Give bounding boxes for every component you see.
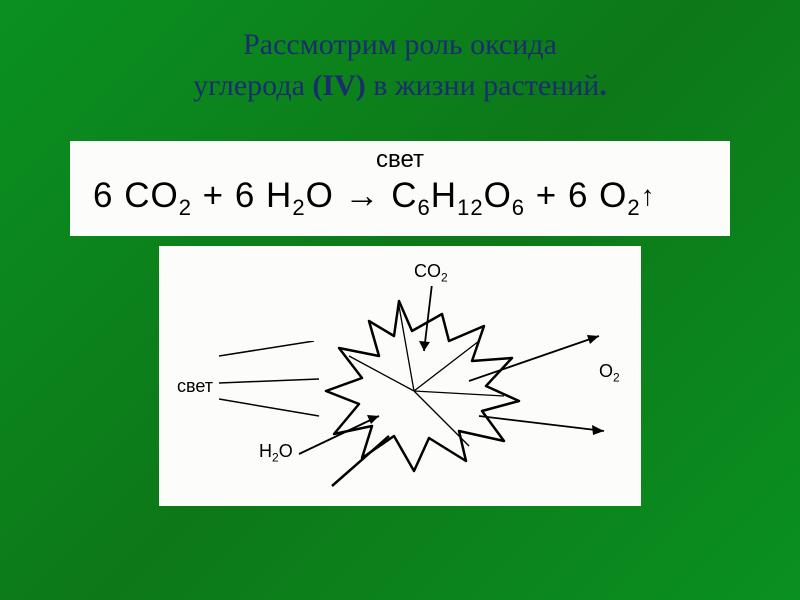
h2o-h: H xyxy=(266,176,292,215)
title-line2-prefix: углерода xyxy=(193,69,312,102)
title-punct: . xyxy=(599,69,607,102)
glucose-h: H xyxy=(431,176,457,215)
plus1: + xyxy=(192,176,235,215)
slide-title: Рассмотрим роль оксида углерода (IV) в ж… xyxy=(0,0,800,106)
h2o-sub-d: 2 xyxy=(272,451,279,465)
gas-arrow-icon: ↑ xyxy=(641,180,656,211)
glucose-sub2: 12 xyxy=(457,195,483,220)
co2-formula: СO xyxy=(124,176,179,215)
co2-text: CO xyxy=(414,261,441,281)
h2o-o: O xyxy=(306,176,334,215)
light-input-label: свет xyxy=(177,376,213,397)
h2o-h-d: H xyxy=(259,441,272,461)
plus2: + xyxy=(525,176,568,215)
light-condition-label: свет xyxy=(85,146,715,174)
h2o-o-d: O xyxy=(279,441,293,461)
o2-sub: 2 xyxy=(627,195,640,220)
title-line1: Рассмотрим роль оксида xyxy=(243,28,557,61)
leaf-icon xyxy=(294,286,634,506)
svet-text: свет xyxy=(177,376,213,396)
h2o-sub: 2 xyxy=(292,195,305,220)
co2-sub-d: 2 xyxy=(441,271,448,285)
co2-input-label: CO2 xyxy=(414,261,448,285)
coef-co2: 6 xyxy=(93,176,113,215)
glucose-sub3: 6 xyxy=(512,195,525,220)
leaf-diagram-panel: CO2 свет H2O O2 xyxy=(159,246,641,506)
photosynthesis-equation: 6 СO2 + 6 H2O → C6H12O6 + 6 O2↑ xyxy=(85,176,715,221)
reaction-arrow: → xyxy=(334,176,391,215)
co2-sub: 2 xyxy=(179,195,192,220)
equation-panel: свет 6 СO2 + 6 H2O → C6H12O6 + 6 O2↑ xyxy=(70,141,730,236)
coef-h2o: 6 xyxy=(235,176,255,215)
o2-formula: O xyxy=(599,176,627,215)
water-input-label: H2O xyxy=(259,441,293,465)
title-line2-suffix: в жизни растений xyxy=(366,69,600,102)
glucose-c: C xyxy=(391,176,417,215)
title-bold: (IV) xyxy=(312,69,365,102)
coef-o2: 6 xyxy=(568,176,588,215)
glucose-o: O xyxy=(484,176,512,215)
glucose-sub1: 6 xyxy=(418,195,431,220)
